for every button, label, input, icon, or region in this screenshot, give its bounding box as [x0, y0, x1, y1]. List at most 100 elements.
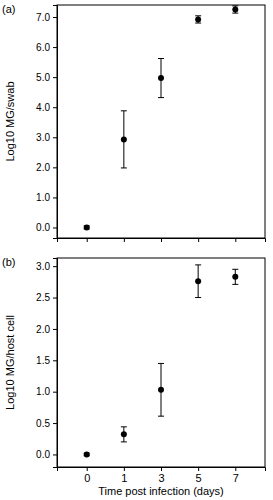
x-tick: 0: [84, 467, 90, 484]
y-tick-label: 5.0: [36, 72, 50, 83]
y-axis-line: [53, 6, 58, 239]
error-cap: [158, 416, 164, 417]
y-tick-mark: [53, 17, 57, 18]
error-bar: [195, 265, 201, 298]
marks: [84, 265, 239, 458]
error-cap: [158, 97, 164, 98]
x-tick-label: 3: [158, 472, 164, 484]
y-tick-label: 2.0: [36, 324, 50, 335]
y-tick: 0.5: [36, 418, 57, 429]
y-tick-label: 0.0: [36, 449, 50, 460]
y-axis-title: Log10 MG/swab: [4, 81, 16, 161]
y-tick: 3.0: [36, 132, 57, 143]
x-axis-line: [58, 468, 266, 472]
panel-title: (b): [2, 256, 15, 268]
y-tick-mark: [53, 423, 57, 424]
y-tick-label: 2.0: [36, 162, 50, 173]
point: [121, 136, 127, 142]
error-bar: [121, 427, 127, 442]
error-cap: [232, 284, 238, 285]
y-tick-label: 7.0: [36, 12, 50, 23]
y-tick-label: 1.0: [36, 192, 50, 203]
y-tick: 0.0: [36, 222, 57, 233]
y-tick-label: 1.5: [36, 355, 50, 366]
point: [158, 387, 164, 393]
error-bar: [158, 59, 164, 98]
y-axis: 0.0 0.5 1.0 1.5 2.0 2.5 3.0: [36, 259, 57, 468]
plot-frame: [57, 258, 265, 467]
point: [121, 431, 127, 437]
point: [195, 278, 201, 284]
y-tick: 1.0: [36, 386, 57, 397]
error-cap: [195, 23, 201, 24]
error-cap: [195, 264, 201, 265]
error-cap: [232, 13, 238, 14]
x-tick-label: 1: [121, 472, 127, 484]
x-tick: [235, 238, 236, 242]
y-tick-label: 6.0: [36, 42, 50, 53]
error-cap: [195, 15, 201, 16]
y-tick-mark: [53, 298, 57, 299]
x-axis-title: Time post infection (days): [98, 485, 224, 497]
y-tick-mark: [53, 197, 57, 198]
x-tick: 3: [158, 467, 164, 484]
x-tick: 5: [196, 467, 202, 484]
y-tick-mark: [53, 47, 57, 48]
error-cap: [121, 167, 127, 168]
error-bar: [195, 16, 201, 23]
x-axis-line: [58, 239, 266, 243]
y-tick: 1.0: [36, 192, 57, 203]
y-tick-mark: [53, 329, 57, 330]
x-tick: 7: [233, 467, 239, 484]
y-tick-mark: [53, 454, 57, 455]
point: [84, 451, 90, 457]
y-tick: 2.5: [36, 292, 57, 303]
y-tick-label: 1.0: [36, 386, 50, 397]
y-tick: 7.0: [36, 12, 57, 23]
y-axis-title: Log10 MG/host cell: [4, 315, 16, 410]
error-cap: [158, 363, 164, 364]
y-tick: 5.0: [36, 72, 57, 83]
y-tick-mark: [53, 392, 57, 393]
point: [84, 224, 90, 230]
x-tick-label: 0: [84, 472, 90, 484]
y-axis: 0.01.02.03.04.05.06.07.0: [36, 6, 57, 239]
y-tick-label: 2.5: [36, 292, 50, 303]
x-tick: 1: [121, 467, 127, 484]
x-tick-label: 5: [196, 472, 202, 484]
y-tick-label: 3.0: [36, 261, 50, 272]
x-tick: [198, 238, 199, 242]
y-axis-line: [53, 259, 58, 468]
error-cap: [158, 58, 164, 59]
y-tick: 1.5: [36, 355, 57, 366]
x-tick: [87, 238, 88, 242]
y-tick-mark: [53, 77, 57, 78]
y-tick: 2.0: [36, 324, 57, 335]
figure: 0.01.02.03.04.05.06.07.0(a)Log10 MG/swab…: [0, 0, 273, 500]
y-tick-mark: [53, 167, 57, 168]
x-tick-mark: [124, 467, 125, 471]
x-axis: [58, 238, 266, 242]
x-tick-mark: [124, 238, 125, 242]
y-tick: 2.0: [36, 162, 57, 173]
x-axis: 0 1 3 5 7: [58, 467, 266, 484]
y-tick-label: 3.0: [36, 132, 50, 143]
error-bar: [232, 6, 238, 13]
y-tick-mark: [53, 360, 57, 361]
point: [232, 7, 238, 13]
panel: 0.0 0.5 1.0 1.5 2.0 2.5 3.0 0 1 3 5 7 (b) Log10 MG/ho…: [2, 256, 266, 497]
y-tick: 6.0: [36, 42, 57, 53]
y-tick-mark: [53, 137, 57, 138]
x-tick-mark: [235, 238, 236, 242]
y-tick-label: 0.0: [36, 222, 50, 233]
error-cap: [195, 297, 201, 298]
x-tick-mark: [235, 467, 236, 471]
error-cap: [121, 441, 127, 442]
x-tick-mark: [198, 238, 199, 242]
panel: 0.01.02.03.04.05.06.07.0(a)Log10 MG/swab: [2, 3, 266, 242]
error-bar: [158, 363, 164, 416]
error-bar: [232, 269, 238, 284]
point: [195, 16, 201, 22]
point: [158, 75, 164, 81]
point: [232, 274, 238, 280]
